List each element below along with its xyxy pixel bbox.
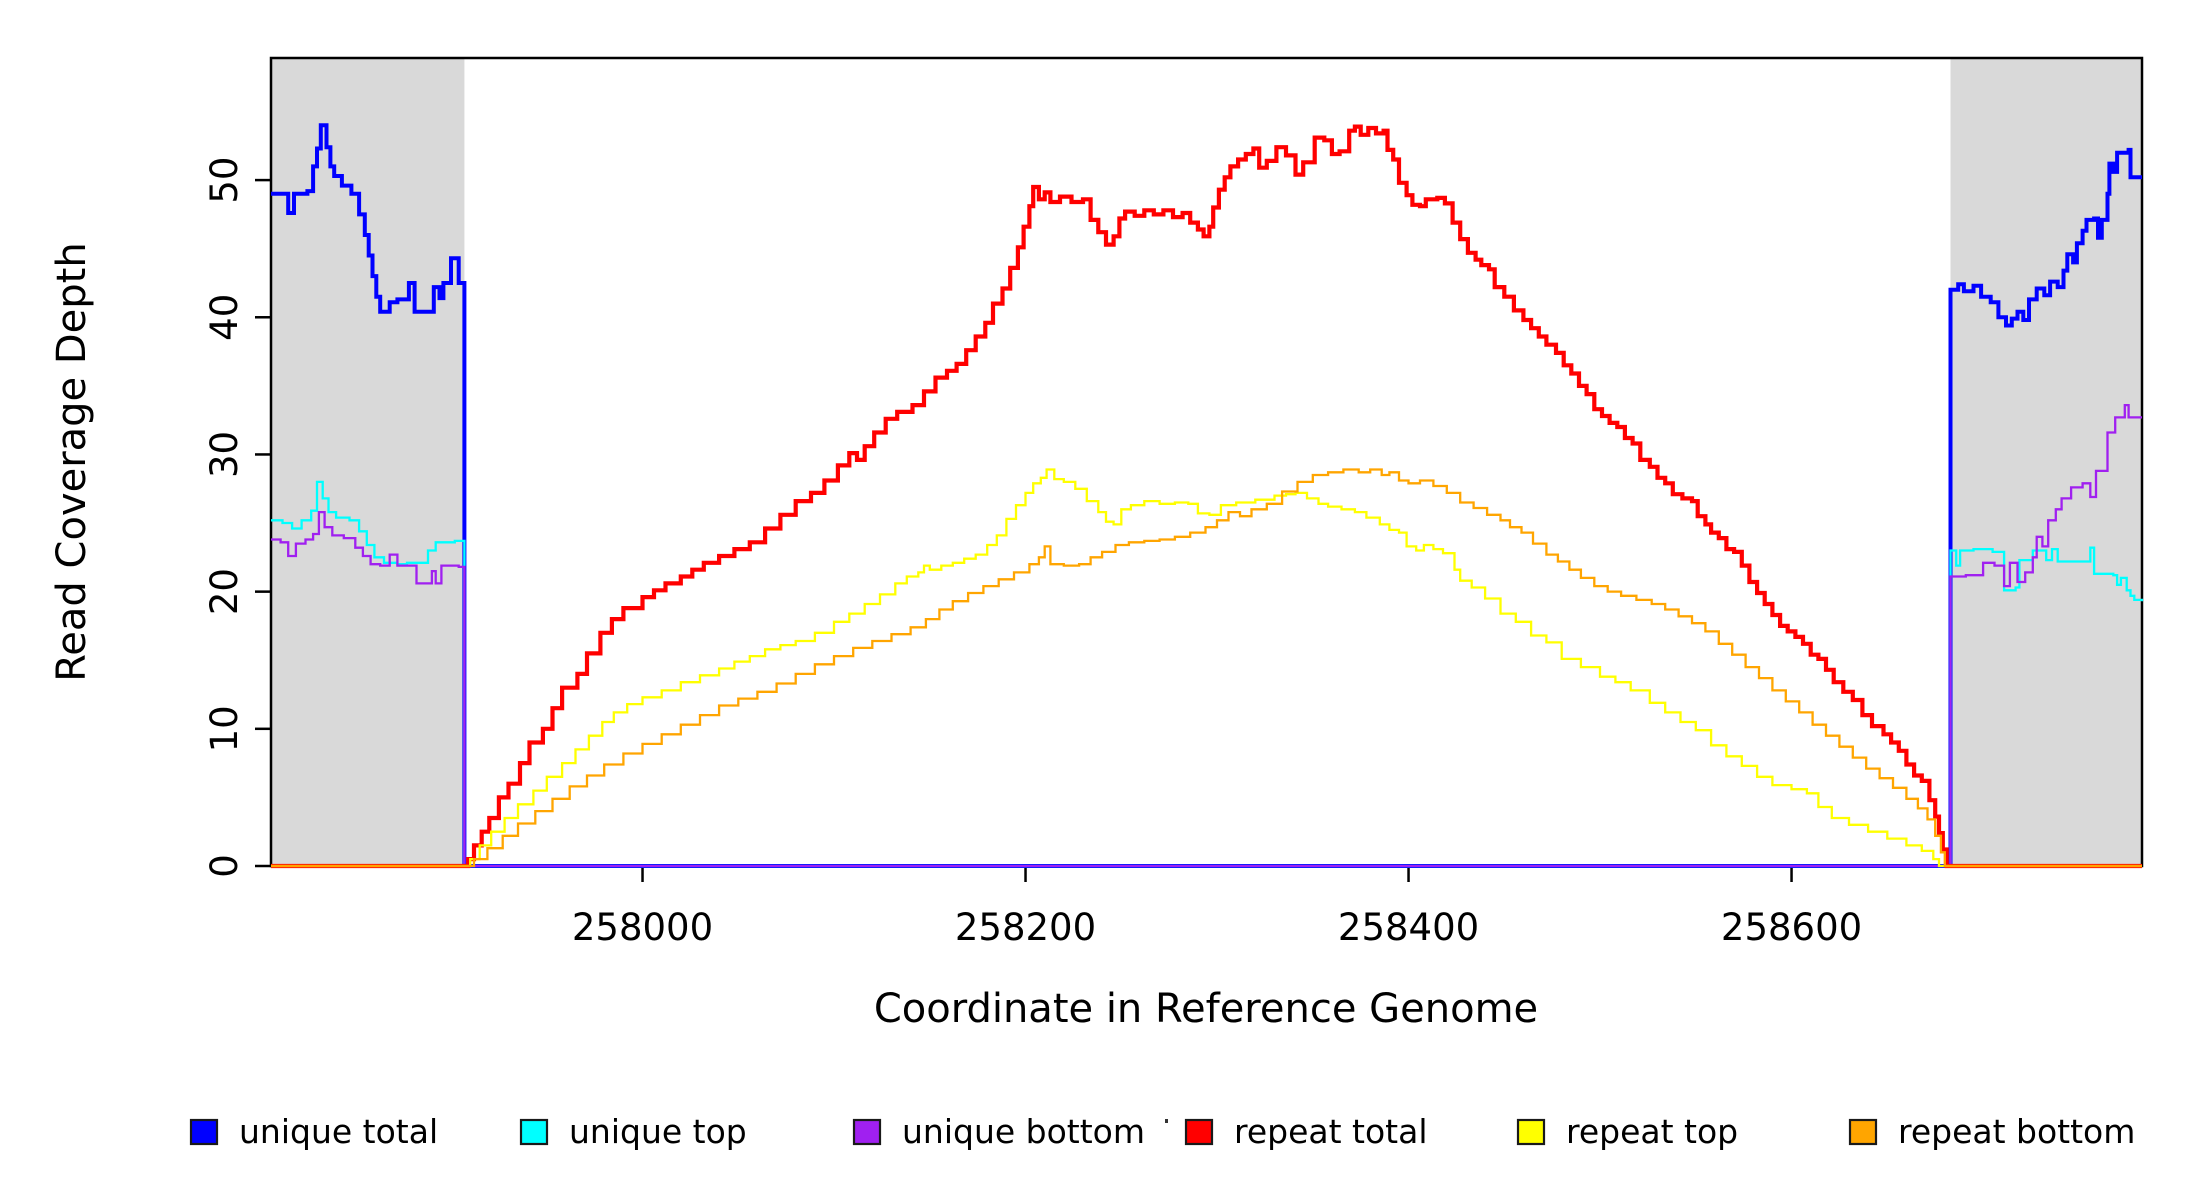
legend-item-repeat-total: repeat total [1184, 1112, 1428, 1151]
legend-swatch-icon [189, 1118, 219, 1146]
legend-item-label: unique bottom [902, 1112, 1145, 1151]
legend-swatch-icon [1516, 1118, 1546, 1146]
legend-item-label: unique top [569, 1112, 747, 1151]
series-repeat-total [271, 124, 2142, 869]
axis-ticks-layer: 258000 258200 258400 258600 0 10 20 30 40 50 [203, 157, 1862, 949]
stray-mark [1165, 1119, 1168, 1123]
x-axis-title: Coordinate in Reference Genome [874, 986, 1538, 1032]
legend-item-label: repeat top [1566, 1112, 1738, 1151]
plot-border [269, 56, 2144, 868]
series-unique-total [271, 123, 2142, 868]
legend-swatch-icon [852, 1118, 882, 1146]
x-tick-label: 258000 [572, 906, 713, 949]
legend-item-unique-total: unique total [189, 1112, 438, 1151]
x-tick-label: 258600 [1721, 906, 1862, 949]
legend-swatch-icon [1184, 1118, 1214, 1146]
y-tick-label: 10 [203, 705, 246, 752]
legend-swatch-icon [519, 1118, 549, 1146]
artifact-layer [1165, 1119, 1168, 1123]
y-tick-label: 40 [203, 294, 246, 341]
series-unique-bottom [271, 403, 2142, 868]
y-axis-title: Read Coverage Depth [49, 242, 95, 681]
plot-box-layer [269, 56, 2144, 868]
legend-swatch-icon [1848, 1118, 1878, 1146]
legend-item-unique-bottom: unique bottom [852, 1112, 1145, 1151]
series-unique-top [271, 480, 2144, 868]
legend-item-label: unique total [239, 1112, 438, 1151]
y-tick-label: 50 [203, 157, 246, 204]
x-tick-label: 258400 [1338, 906, 1479, 949]
series-layer [271, 123, 2144, 869]
y-tick-label: 20 [203, 568, 246, 615]
legend-item-repeat-top: repeat top [1516, 1112, 1738, 1151]
shaded-region-2 [1950, 58, 2142, 866]
y-tick-label: 30 [203, 431, 246, 478]
series-repeat-bottom [271, 468, 2142, 868]
series-repeat-top [271, 468, 2142, 868]
y-tick-label: 0 [203, 854, 246, 878]
legend-item-label: repeat bottom [1898, 1112, 2135, 1151]
legend: unique total unique top unique bottom repea… [189, 1112, 2135, 1151]
legend-item-repeat-bottom: repeat bottom [1848, 1112, 2135, 1151]
shaded-region-1 [271, 58, 465, 866]
shaded-regions-layer [271, 58, 2142, 866]
legend-item-unique-top: unique top [519, 1112, 747, 1151]
x-tick-label: 258200 [955, 906, 1096, 949]
legend-item-label: repeat total [1234, 1112, 1428, 1151]
